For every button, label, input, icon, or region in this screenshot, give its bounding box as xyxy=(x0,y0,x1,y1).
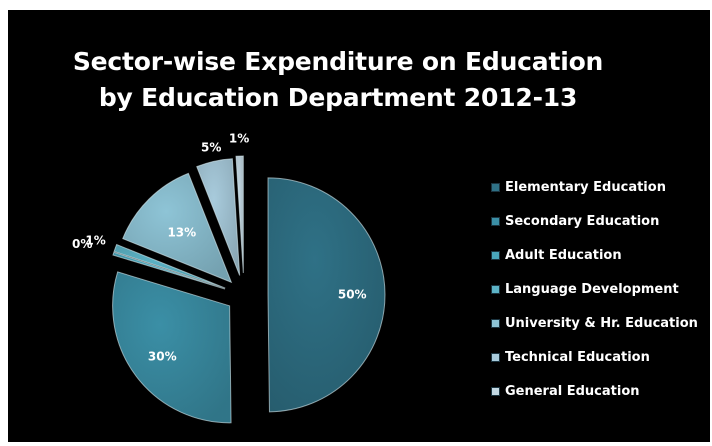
chart-title-line-1: Sector-wise Expenditure on Education xyxy=(72,47,604,76)
pie-slice-technical-education xyxy=(196,158,241,276)
pie-data-label: 50% xyxy=(338,287,367,301)
legend-item-adult-education: Adult Education xyxy=(491,238,698,272)
legend-swatch xyxy=(491,182,500,192)
legend: Elementary Education Secondary Education… xyxy=(491,170,698,408)
pie-data-label: 13% xyxy=(167,225,196,239)
legend-label: Elementary Education xyxy=(505,179,666,195)
legend-label: Language Development xyxy=(505,281,679,297)
pie-data-label: 30% xyxy=(148,349,177,363)
chart-area: Sector-wise Expenditure on Education by … xyxy=(8,10,710,442)
pie-data-label: 1% xyxy=(229,132,249,146)
legend-swatch xyxy=(491,250,500,260)
legend-label: Secondary Education xyxy=(505,213,660,229)
legend-swatch xyxy=(491,284,500,294)
pie-slice-adult-education xyxy=(112,251,226,290)
pie-chart: 50%30%0%1%13%5%1% xyxy=(72,132,386,424)
legend-swatch xyxy=(491,216,500,226)
legend-swatch xyxy=(491,352,500,362)
pie-slice-elementary-education xyxy=(267,177,386,413)
chart-title: Sector-wise Expenditure on Education by … xyxy=(8,44,668,116)
pie-data-label: 0% xyxy=(72,237,92,251)
pie-data-label: 1% xyxy=(85,234,105,248)
chart-title-line-2: by Education Department 2012-13 xyxy=(98,83,578,112)
pie-slice-general-education xyxy=(235,155,244,274)
pie-slice-university-hr-education xyxy=(122,172,233,284)
legend-item-language-development: Language Development xyxy=(491,272,698,306)
pie-data-label: 5% xyxy=(201,141,221,155)
legend-label: General Education xyxy=(505,383,640,399)
legend-item-general-education: General Education xyxy=(491,374,698,408)
legend-item-secondary-education: Secondary Education xyxy=(491,204,698,238)
legend-label: Adult Education xyxy=(505,247,622,263)
legend-swatch xyxy=(491,386,500,396)
legend-item-elementary-education: Elementary Education xyxy=(491,170,698,204)
legend-swatch xyxy=(491,318,500,328)
pie-slice-language-development xyxy=(113,243,226,289)
legend-label: Technical Education xyxy=(505,349,650,365)
legend-label: University & Hr. Education xyxy=(505,315,698,331)
legend-item-university-education: University & Hr. Education xyxy=(491,306,698,340)
legend-item-technical-education: Technical Education xyxy=(491,340,698,374)
pie-slice-secondary-education xyxy=(112,271,232,424)
